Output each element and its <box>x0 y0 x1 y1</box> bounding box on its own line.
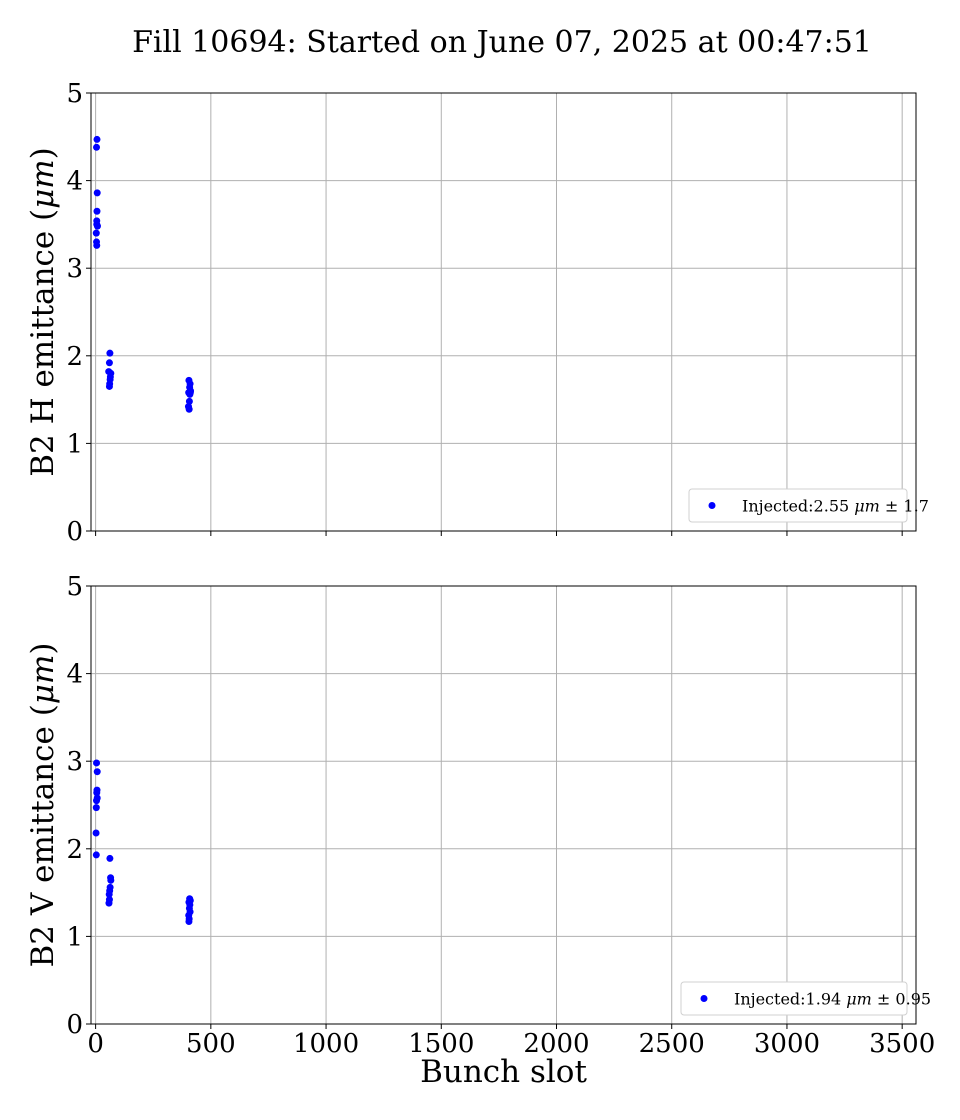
y-tick-label: 4 <box>66 167 83 197</box>
data-point <box>105 899 113 907</box>
y-tick-label: 3 <box>66 254 83 284</box>
data-point <box>186 389 194 397</box>
y-tick-label: 5 <box>66 79 83 109</box>
data-point <box>93 135 101 143</box>
plot-frame <box>90 585 917 1025</box>
x-tick-label: 1000 <box>293 1029 359 1059</box>
chart-panel-2: 0 500 1000 1500 2000 2500 3000 3500 0 1 2 3 4 5 B2 V e… <box>25 572 935 1090</box>
data-point <box>93 789 101 797</box>
data-point <box>93 759 101 767</box>
x-tick-label: 2500 <box>639 1029 705 1059</box>
y-tick-label: 3 <box>66 747 83 777</box>
data-point <box>92 804 100 812</box>
data-point <box>185 397 193 405</box>
legend-box <box>688 488 908 523</box>
x-tick-label: 3000 <box>754 1029 820 1059</box>
x-tick-label: 2000 <box>523 1029 589 1059</box>
x-tick-label: 3500 <box>869 1029 935 1059</box>
data-point <box>93 189 101 197</box>
x-tick-label: 0 <box>87 1029 104 1059</box>
y-tick-label: 1 <box>66 922 83 952</box>
legend-marker <box>700 995 708 1002</box>
data-point <box>93 143 101 151</box>
x-tick-label: 1500 <box>408 1029 474 1059</box>
legend-box <box>680 981 908 1016</box>
data-point <box>105 890 113 898</box>
y-axis-label: B2 H emittance (μm) <box>25 147 61 477</box>
x-tick-label: 500 <box>186 1029 236 1059</box>
data-point <box>93 241 101 249</box>
y-tick-label: 2 <box>66 835 83 865</box>
data-point <box>106 349 114 357</box>
legend: Injected:1.94 μm ± 0.95 <box>680 981 931 1016</box>
chart-panel-1: 0 1 2 3 4 5 B2 H emittance (μm) Injected:2.55 μ… <box>25 79 929 547</box>
data-point <box>92 229 100 237</box>
y-tick-label: 0 <box>66 517 83 547</box>
data-point <box>93 207 101 215</box>
data-point <box>185 918 193 926</box>
legend-label: Injected:1.94 μm ± 0.95 <box>734 990 931 1009</box>
y-tick-label: 0 <box>66 1010 83 1040</box>
data-point <box>92 829 100 837</box>
data-point <box>106 854 114 862</box>
data-point <box>93 768 101 776</box>
x-axis-label: Bunch slot <box>420 1054 587 1090</box>
data-point <box>105 359 113 367</box>
data-point <box>92 851 100 859</box>
figure-title: Fill 10694: Started on June 07, 2025 at … <box>132 25 872 60</box>
y-tick-label: 1 <box>66 429 83 459</box>
data-point <box>185 405 193 413</box>
legend-marker <box>708 502 716 509</box>
y-tick-label: 5 <box>66 572 83 602</box>
data-point <box>93 797 101 805</box>
y-tick-label: 2 <box>66 342 83 372</box>
legend: Injected:2.55 μm ± 1.7 <box>688 488 929 523</box>
data-point <box>105 382 113 390</box>
legend-label: Injected:2.55 μm ± 1.7 <box>742 497 929 516</box>
data-point <box>93 222 101 230</box>
data-point <box>107 876 115 884</box>
y-axis-label: B2 V emittance (μm) <box>25 643 61 968</box>
y-tick-label: 4 <box>66 660 83 690</box>
plot-frame <box>90 92 917 532</box>
